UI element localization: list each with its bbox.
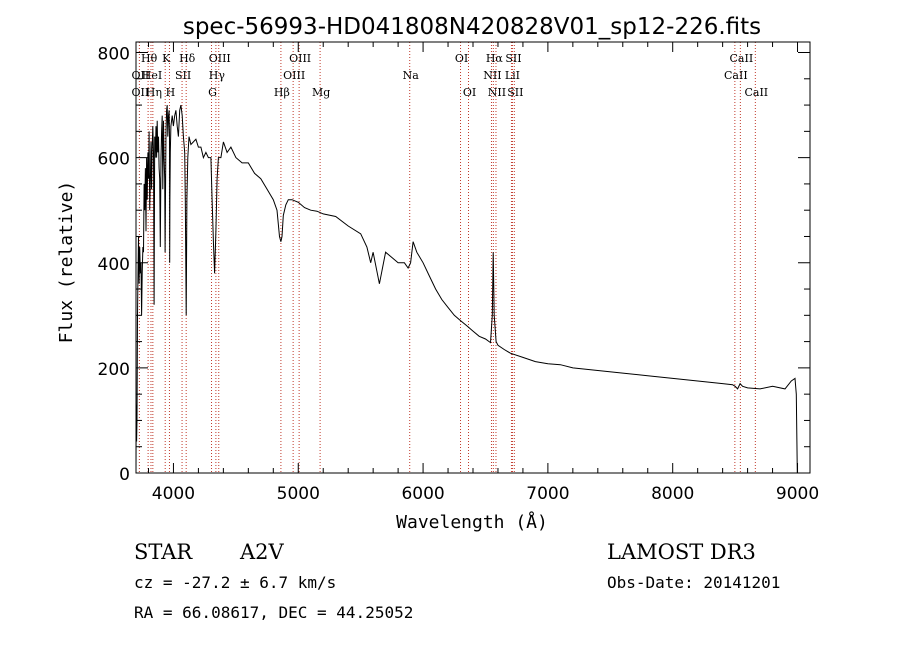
line-label: HeI — [142, 69, 162, 82]
object-class: STAR — [134, 540, 193, 564]
x-tick-label: 6000 — [401, 484, 444, 504]
line-label: Hδ — [179, 52, 196, 65]
line-label: Hα — [486, 52, 504, 65]
spectral-subclass: A2V — [240, 540, 284, 564]
line-label: CaII — [730, 52, 754, 65]
line-label: Hβ — [274, 86, 290, 99]
line-label: Mg — [312, 86, 330, 99]
line-label: OIII — [209, 52, 231, 65]
x-tick-label: 4000 — [152, 484, 195, 504]
line-label: NII — [488, 86, 506, 99]
line-label: OIII — [289, 52, 311, 65]
line-label: Hθ — [141, 52, 158, 65]
line-label: Hγ — [209, 69, 226, 82]
line-label: G — [208, 86, 217, 99]
line-label: H — [166, 86, 176, 99]
y-tick-label: 600 — [98, 150, 130, 170]
spectrum-line — [135, 104, 798, 474]
x-axis-label: Wavelength (Å) — [396, 511, 548, 533]
y-tick-label: 400 — [98, 255, 130, 275]
line-label: SII — [507, 86, 523, 99]
y-axis-label: Flux (relative) — [56, 181, 77, 344]
line-label: Na — [403, 69, 420, 82]
x-axis-ticks: 4000 5000 6000 7000 8000 9000 — [147, 42, 819, 504]
line-label: LiI — [505, 69, 520, 82]
line-label: OI — [463, 86, 476, 99]
y-axis-ticks: 0 200 400 600 800 — [98, 45, 810, 485]
line-label: CaII — [744, 86, 768, 99]
y-tick-label: 800 — [98, 45, 130, 65]
x-tick-label: 5000 — [277, 484, 320, 504]
line-label: SII — [175, 69, 191, 82]
line-label: OI — [455, 52, 468, 65]
plot-frame — [135, 41, 811, 474]
line-label: OIII — [283, 69, 305, 82]
line-label: CaII — [724, 69, 748, 82]
x-tick-label: 9000 — [776, 484, 819, 504]
y-tick-label: 0 — [119, 465, 130, 485]
coordinates: RA = 66.08617, DEC = 44.25052 — [134, 603, 414, 622]
emission-line-markers — [138, 42, 756, 473]
observation-date: Obs-Date: 20141201 — [607, 573, 781, 592]
x-tick-label: 7000 — [526, 484, 569, 504]
x-tick-label: 8000 — [651, 484, 694, 504]
line-label: Hη — [146, 86, 162, 99]
survey-name: LAMOST DR3 — [607, 540, 756, 564]
redshift-value: cz = -27.2 ± 6.7 km/s — [134, 573, 337, 592]
y-tick-label: 200 — [98, 360, 130, 380]
chart-title: spec-56993-HD041808N420828V01_sp12-226.f… — [183, 14, 761, 40]
line-label: K — [162, 52, 171, 65]
line-label: NII — [483, 69, 501, 82]
line-label: SII — [505, 52, 521, 65]
